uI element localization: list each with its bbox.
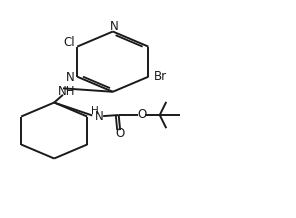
Text: Br: Br — [154, 70, 167, 83]
Text: N: N — [95, 110, 104, 123]
Text: N: N — [110, 20, 119, 33]
Text: O: O — [116, 128, 125, 140]
Text: O: O — [137, 108, 146, 121]
Text: N: N — [66, 71, 75, 84]
Text: NH: NH — [58, 85, 75, 98]
Text: H: H — [91, 106, 99, 116]
Text: Cl: Cl — [63, 36, 75, 49]
